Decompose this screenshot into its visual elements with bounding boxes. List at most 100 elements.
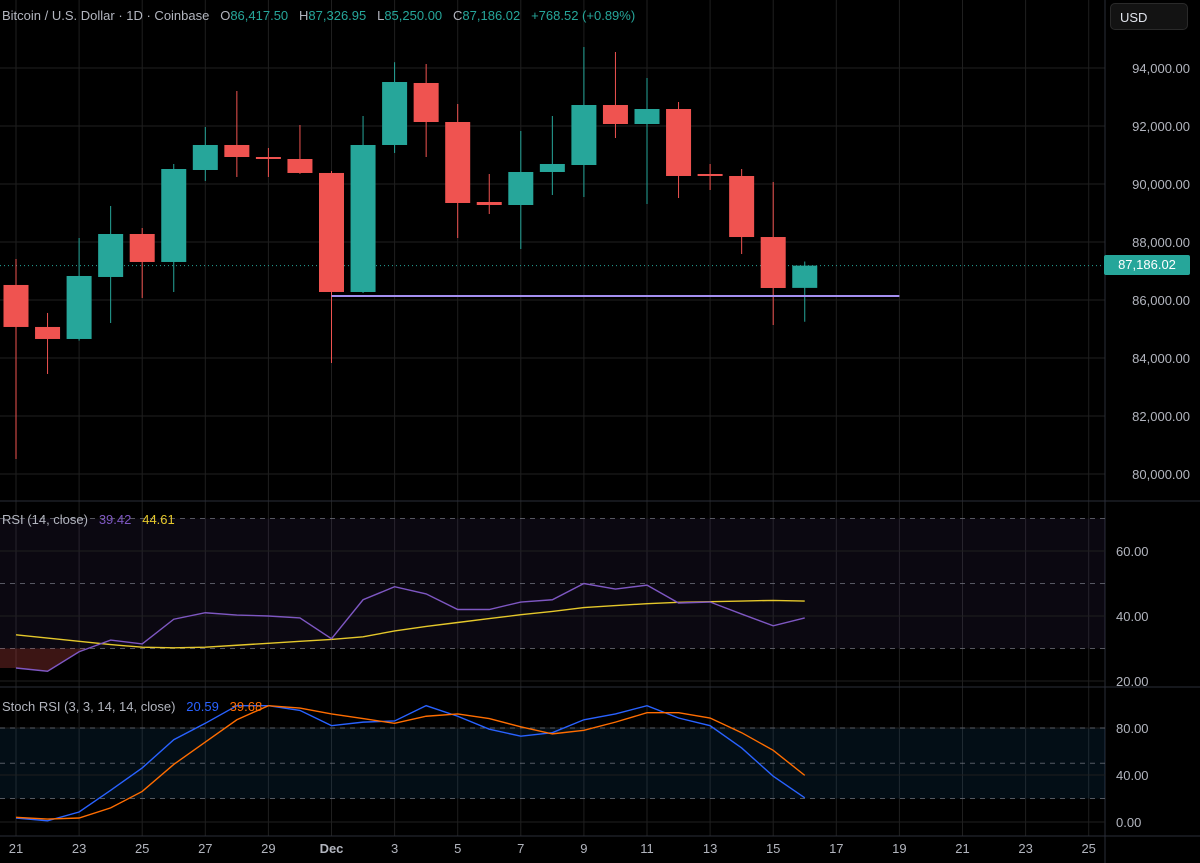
candle bbox=[508, 130, 534, 249]
rsi-value: 39.42 bbox=[98, 512, 132, 527]
candle-body bbox=[3, 284, 29, 327]
rsi-ma-line bbox=[15, 599, 805, 649]
candle-body bbox=[350, 144, 376, 292]
candle-body bbox=[445, 121, 471, 203]
candle bbox=[476, 173, 502, 214]
candle bbox=[129, 227, 155, 298]
candle bbox=[666, 101, 692, 199]
price-axis-tick: 92,000.00 bbox=[1132, 119, 1190, 134]
stoch-k-value: 20.59 bbox=[186, 699, 219, 714]
candle bbox=[539, 115, 565, 195]
candle-body bbox=[602, 105, 628, 124]
candle bbox=[602, 51, 628, 139]
candle bbox=[697, 163, 723, 191]
rsi-oversold-fill bbox=[0, 648, 88, 672]
candle bbox=[382, 62, 408, 153]
candle bbox=[792, 261, 818, 322]
currency-button[interactable]: USD bbox=[1110, 3, 1188, 30]
close-label: C bbox=[453, 8, 463, 23]
candle-body bbox=[413, 82, 439, 122]
candle-body bbox=[729, 175, 755, 238]
low-value: 85,250.00 bbox=[384, 8, 443, 23]
rsi-ma-value: 44.61 bbox=[142, 512, 175, 527]
stoch-d-value: 39.68 bbox=[229, 699, 263, 714]
x-axis-tick: 21 bbox=[9, 841, 23, 856]
x-axis-tick: 27 bbox=[198, 841, 212, 856]
candle-body bbox=[224, 144, 250, 158]
stoch-axis-tick: 40.00 bbox=[1116, 768, 1149, 783]
price-axis-tick: 88,000.00 bbox=[1132, 235, 1190, 250]
stoch-axis-tick: 80.00 bbox=[1116, 721, 1149, 736]
rsi-axis-tick: 40.00 bbox=[1116, 609, 1149, 624]
x-axis-tick: 3 bbox=[391, 841, 398, 856]
x-axis-tick: 23 bbox=[72, 841, 86, 856]
stoch-d-line bbox=[15, 704, 806, 820]
last-price-label: 87,186.02 bbox=[1104, 255, 1190, 275]
x-axis-tick: 9 bbox=[580, 841, 587, 856]
candle bbox=[98, 205, 124, 323]
candle bbox=[35, 312, 61, 374]
candle-body bbox=[666, 109, 692, 176]
candle-body bbox=[161, 169, 187, 262]
candle-body bbox=[319, 172, 344, 292]
candle-body bbox=[35, 326, 61, 339]
candle bbox=[729, 169, 755, 255]
candle bbox=[66, 237, 92, 341]
candle-body bbox=[634, 109, 660, 124]
rsi-legend[interactable]: RSI (14, close) 39.42 44.61 bbox=[2, 512, 175, 527]
candle-body bbox=[382, 82, 408, 145]
symbol-legend: Bitcoin / U.S. Dollar · 1D · Coinbase O8… bbox=[2, 8, 635, 23]
stoch-k-line bbox=[15, 704, 806, 822]
price-axis-tick: 80,000.00 bbox=[1132, 467, 1190, 482]
high-label: H bbox=[299, 8, 309, 23]
x-axis-tick: 29 bbox=[261, 841, 275, 856]
candle-body bbox=[129, 233, 155, 262]
x-axis-tick: 15 bbox=[766, 841, 780, 856]
x-axis-tick: 11 bbox=[640, 841, 654, 856]
candle bbox=[161, 163, 187, 292]
candle bbox=[319, 170, 344, 363]
low-label: L bbox=[377, 8, 385, 23]
close-value: 87,186.02 bbox=[462, 8, 521, 23]
x-axis-tick: 25 bbox=[1081, 841, 1095, 856]
x-axis-tick: 13 bbox=[703, 841, 717, 856]
candle-body bbox=[98, 233, 124, 277]
candle-body bbox=[760, 237, 786, 288]
x-axis-tick: Dec bbox=[320, 841, 344, 856]
rsi-title: RSI (14, close) bbox=[2, 512, 88, 527]
candle bbox=[445, 103, 471, 238]
candle-body bbox=[255, 157, 281, 160]
stoch-rsi-legend[interactable]: Stoch RSI (3, 3, 14, 14, close) 20.59 39… bbox=[2, 699, 262, 714]
candle bbox=[3, 258, 29, 460]
change-value: +768.52 (+0.89%) bbox=[531, 8, 636, 23]
stoch-axis-tick: 0.00 bbox=[1116, 815, 1141, 830]
candle-body bbox=[792, 265, 818, 288]
candle bbox=[760, 181, 786, 325]
candle bbox=[350, 115, 376, 294]
x-axis-tick: 7 bbox=[517, 841, 524, 856]
candle bbox=[634, 78, 660, 205]
x-axis-tick: 5 bbox=[454, 841, 461, 856]
rsi-line bbox=[15, 582, 805, 672]
price-axis-tick: 94,000.00 bbox=[1132, 61, 1190, 76]
candle bbox=[192, 126, 218, 181]
candle-body bbox=[508, 171, 534, 205]
candle-body bbox=[476, 202, 502, 205]
candle-body bbox=[571, 105, 597, 166]
x-axis-tick: 19 bbox=[892, 841, 906, 856]
candle bbox=[255, 147, 281, 177]
candle bbox=[571, 47, 597, 197]
rsi-axis-tick: 20.00 bbox=[1116, 674, 1149, 689]
candle-body bbox=[287, 159, 313, 173]
x-axis-tick: 17 bbox=[829, 841, 843, 856]
candle-body bbox=[697, 173, 723, 176]
x-axis-tick: 21 bbox=[955, 841, 969, 856]
price-axis-tick: 84,000.00 bbox=[1132, 351, 1190, 366]
high-value: 87,326.95 bbox=[308, 8, 367, 23]
candle-body bbox=[539, 163, 565, 172]
open-label: O bbox=[220, 8, 231, 23]
open-value: 86,417.50 bbox=[230, 8, 289, 23]
candle bbox=[413, 63, 439, 158]
candle-body bbox=[192, 144, 218, 170]
